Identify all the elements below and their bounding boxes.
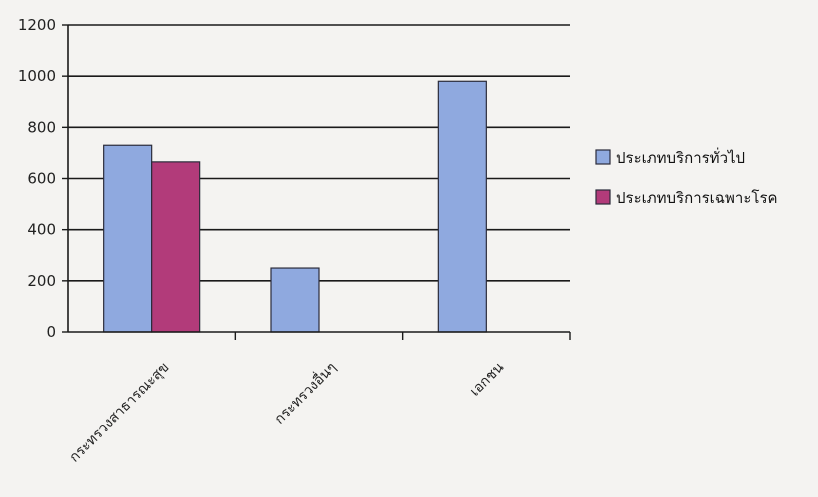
legend-swatch: [595, 149, 611, 165]
y-tick-label: 800: [27, 118, 56, 136]
y-tick-label: 1200: [18, 16, 56, 34]
y-tick-label: 0: [46, 323, 56, 341]
legend-label: ประเภทบริการทั่วไป: [616, 147, 745, 167]
y-tick-label: 200: [27, 272, 56, 290]
x-category-label: เอกชน: [467, 359, 507, 399]
y-tick-label: 600: [27, 170, 56, 188]
bar-general-service-1: [270, 267, 320, 333]
x-category-label: กระทรวงสาธารณะสุข: [66, 360, 172, 466]
bar-general-service-0: [103, 144, 153, 333]
legend-label: ประเภทบริการเฉพาะโรค: [616, 189, 778, 207]
y-tick-label: 1000: [18, 67, 56, 85]
bar-specific-disease-0: [151, 161, 201, 333]
bars-layer: [103, 80, 487, 333]
legend-swatch: [595, 189, 611, 205]
axis-layer: 0 200 400 600 800 1000 1200 กระทรวงสาธารณะสุข กร…: [18, 16, 571, 466]
bar-general-service-2: [437, 80, 487, 333]
x-category-label: กระทรวงอื่นๆ: [270, 358, 340, 428]
y-tick-label: 400: [27, 221, 56, 239]
